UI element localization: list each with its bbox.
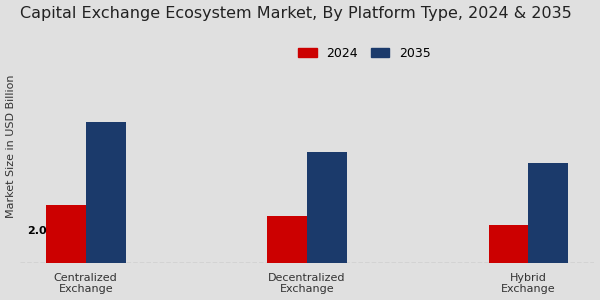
Bar bbox=[86, 122, 125, 263]
Text: Capital Exchange Ecosystem Market, By Platform Type, 2024 & 2035: Capital Exchange Ecosystem Market, By Pl… bbox=[20, 6, 571, 21]
Bar bbox=[307, 152, 347, 263]
Bar bbox=[46, 205, 86, 263]
Bar bbox=[267, 216, 307, 263]
Text: 2.0: 2.0 bbox=[27, 226, 47, 236]
Legend: 2024, 2035: 2024, 2035 bbox=[293, 42, 436, 65]
Y-axis label: Market Size in USD Billion: Market Size in USD Billion bbox=[5, 74, 16, 218]
Bar bbox=[529, 164, 568, 263]
Bar bbox=[488, 225, 529, 263]
